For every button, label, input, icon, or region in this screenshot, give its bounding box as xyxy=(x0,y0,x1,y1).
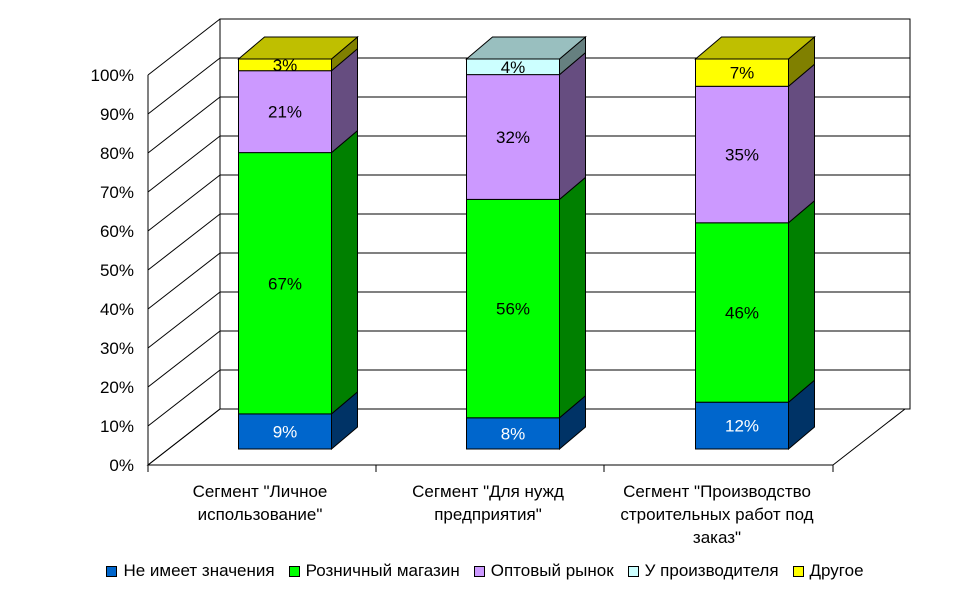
stacked-bar-chart: 0% 10% 20% 30% 40% 50% 60% 70% 80% 90% 100% 9% 67% 21… xyxy=(91,18,911,547)
category-label: строительных работ под xyxy=(620,505,813,524)
bar-segment xyxy=(695,85,789,224)
data-label: 9% xyxy=(273,422,298,441)
category-label: Сегмент "Личное xyxy=(193,482,328,501)
side-wall-gridline xyxy=(147,18,221,76)
y-tick-label: 30% xyxy=(100,339,134,358)
legend-item: У производителя xyxy=(627,561,779,581)
legend-item: Розничный магазин xyxy=(288,561,460,581)
bar-segment xyxy=(238,413,332,450)
y-tick-label: 20% xyxy=(100,378,134,397)
bar-segment-side xyxy=(331,129,358,415)
data-label: 8% xyxy=(501,424,526,443)
bar-segment xyxy=(238,70,332,154)
data-label: 67% xyxy=(268,274,302,293)
y-tick-label: 100% xyxy=(91,66,134,85)
category-label: заказ" xyxy=(693,528,741,547)
legend-swatch xyxy=(106,565,118,577)
bar-segment xyxy=(466,74,560,200)
bar-segment xyxy=(466,198,560,419)
legend-item: Другое xyxy=(792,561,864,581)
plot-floor xyxy=(146,408,907,466)
data-label: 46% xyxy=(725,304,759,323)
side-wall-gridline xyxy=(147,252,221,310)
legend-swatch xyxy=(288,565,300,577)
side-wall-gridline xyxy=(147,213,221,271)
bar-segment xyxy=(466,417,560,450)
bar-segment-side xyxy=(559,51,586,201)
side-wall-gridline xyxy=(147,291,221,349)
category-label: Сегмент "Для нужд xyxy=(412,482,564,501)
legend-label: Не имеет значения xyxy=(123,561,275,580)
y-tick-label: 90% xyxy=(100,105,134,124)
data-label: 7% xyxy=(730,64,755,83)
side-wall-gridline xyxy=(147,369,221,427)
legend-label: У производителя xyxy=(644,561,779,580)
data-label: 32% xyxy=(496,128,530,147)
legend-label: Другое xyxy=(809,561,864,580)
data-label: 3% xyxy=(273,56,298,75)
bar-segment xyxy=(695,401,789,450)
category-label: предприятия" xyxy=(434,505,542,524)
bar-segment-side xyxy=(559,176,586,419)
legend-swatch xyxy=(792,565,804,577)
side-wall-gridline xyxy=(147,135,221,193)
bar-segment xyxy=(238,152,332,415)
legend-swatch xyxy=(473,565,485,577)
bar-top xyxy=(694,36,816,60)
data-label: 21% xyxy=(268,103,302,122)
chart-legend: Не имеет значения Розничный магазин Оптовы… xyxy=(0,558,970,584)
bar-segment-side xyxy=(788,199,815,404)
y-tick-label: 70% xyxy=(100,183,134,202)
bar-top xyxy=(237,36,359,60)
side-wall-gridline xyxy=(147,330,221,388)
legend-label: Оптовый рынок xyxy=(490,561,614,580)
legend-item: Не имеет значения xyxy=(106,561,275,581)
y-tick-label: 10% xyxy=(100,417,134,436)
data-label: 4% xyxy=(501,58,526,77)
legend-label: Розничный магазин xyxy=(305,561,460,580)
y-tick-label: 80% xyxy=(100,144,134,163)
category-label: использование" xyxy=(198,505,323,524)
side-wall-gridline xyxy=(147,57,221,115)
legend-swatch xyxy=(627,565,639,577)
bar-top xyxy=(465,36,587,60)
y-tick-label: 40% xyxy=(100,300,134,319)
y-tick-label: 60% xyxy=(100,222,134,241)
y-tick-label: 50% xyxy=(100,261,134,280)
y-tick-label: 0% xyxy=(109,456,134,475)
side-wall-gridline xyxy=(147,96,221,154)
side-wall-gridline xyxy=(147,174,221,232)
data-label: 56% xyxy=(496,300,530,319)
category-label: Сегмент "Производство xyxy=(623,482,811,501)
bar-segment xyxy=(695,222,789,403)
data-label: 35% xyxy=(725,146,759,165)
bar-segment-side xyxy=(788,63,815,224)
legend-item: Оптовый рынок xyxy=(473,561,614,581)
data-label: 12% xyxy=(725,417,759,436)
